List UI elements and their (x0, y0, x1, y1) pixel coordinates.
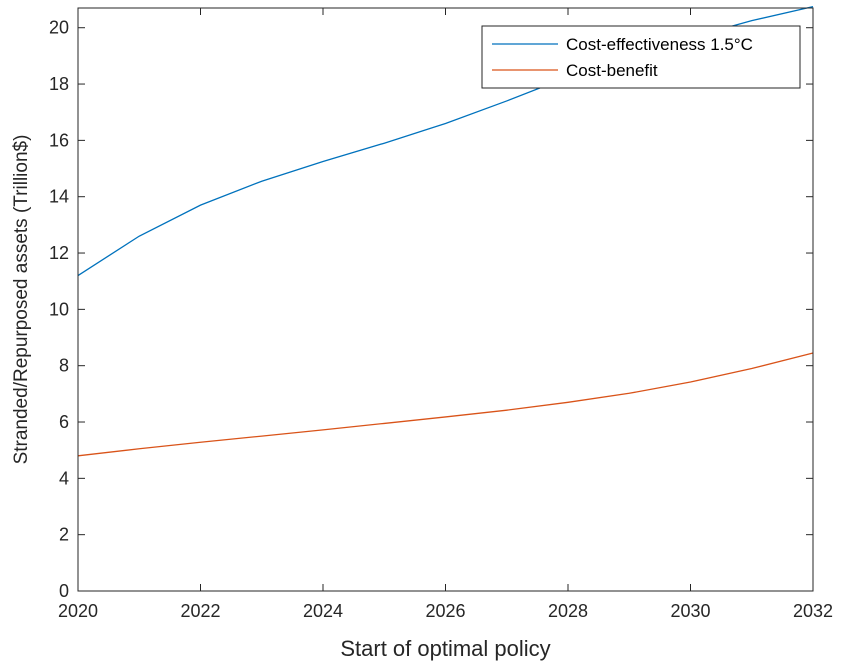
x-tick-label: 2020 (58, 601, 98, 621)
y-tick-label: 20 (49, 18, 69, 38)
x-tick-label: 2030 (670, 601, 710, 621)
y-tick-label: 4 (59, 468, 69, 488)
series-line-cost-benefit (77, 352, 814, 457)
ticks-layer: 2020 2022 2024 2026 2028 2030 2032 0 2 4 6 8 10 12 14 1… (49, 8, 833, 621)
x-tick-label: 2022 (180, 601, 220, 621)
y-tick-label: 12 (49, 243, 69, 263)
y-tick-label: 10 (49, 299, 69, 319)
y-tick-label: 6 (59, 412, 69, 432)
legend-label-cost-effectiveness: Cost-effectiveness 1.5°C (566, 35, 753, 54)
plot-background (78, 8, 813, 591)
y-tick-label: 18 (49, 74, 69, 94)
y-tick-label: 16 (49, 130, 69, 150)
legend: Cost-effectiveness 1.5°C Cost-benefit (481, 25, 801, 89)
x-tick-label: 2024 (303, 601, 343, 621)
legend-label-cost-benefit: Cost-benefit (566, 61, 658, 80)
plot-frame (77, 7, 814, 592)
y-tick-label: 14 (49, 187, 69, 207)
legend-box (481, 25, 801, 89)
x-tick-label: 2026 (425, 601, 465, 621)
x-axis-title: Start of optimal policy (340, 636, 550, 661)
x-tick-label: 2032 (793, 601, 833, 621)
y-tick-label: 8 (59, 356, 69, 376)
y-tick-label: 0 (59, 581, 69, 601)
y-tick-label: 2 (59, 525, 69, 545)
x-tick-label: 2028 (548, 601, 588, 621)
y-axis-title: Stranded/Repurposed assets (Trillion$) (11, 135, 32, 465)
